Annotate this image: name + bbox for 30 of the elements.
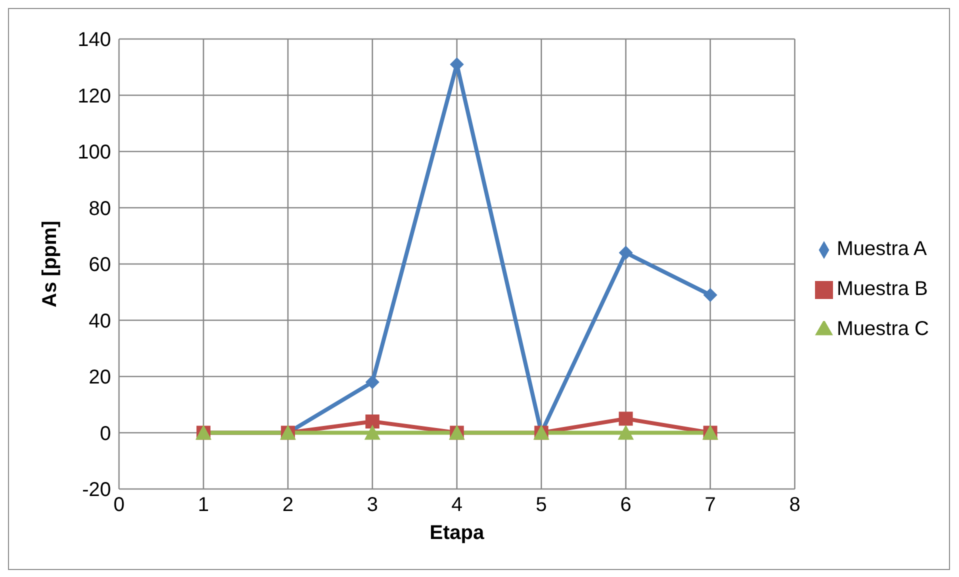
point (364, 424, 380, 440)
x-tick-label: 0 (113, 494, 125, 516)
x-tick-label: 1 (198, 494, 210, 516)
point (618, 246, 633, 260)
y-tick-label: 20 (88, 366, 111, 389)
x-tick-label: 4 (451, 494, 462, 516)
point (618, 424, 634, 440)
y-axis-title: As [ppm] (39, 220, 62, 308)
x-tick-label: 7 (704, 494, 716, 516)
y-tick-label: 60 (88, 254, 111, 276)
y-tick-label: -20 (82, 479, 111, 502)
x-tick-label: 5 (536, 494, 547, 516)
y-tick-label: 0 (100, 422, 111, 445)
x-tick-label: 2 (282, 494, 294, 516)
legend-label: Muestra C (836, 318, 929, 340)
point (618, 412, 633, 426)
x-tick-label: 6 (620, 494, 632, 516)
y-tick-label: 100 (78, 142, 111, 164)
legend-label: Muestra A (836, 238, 927, 260)
point (365, 375, 380, 390)
y-tick-label: 80 (88, 198, 111, 220)
x-axis-title: Etapa (430, 522, 485, 544)
y-tick-label: 40 (88, 310, 111, 332)
point (365, 414, 380, 428)
legend-label: Muestra B (836, 278, 928, 300)
point (703, 288, 718, 302)
y-tick-label: 120 (78, 85, 111, 108)
y-tick-label: 140 (78, 29, 111, 52)
x-tick-label: 3 (366, 494, 378, 516)
x-tick-label: 8 (789, 494, 800, 516)
